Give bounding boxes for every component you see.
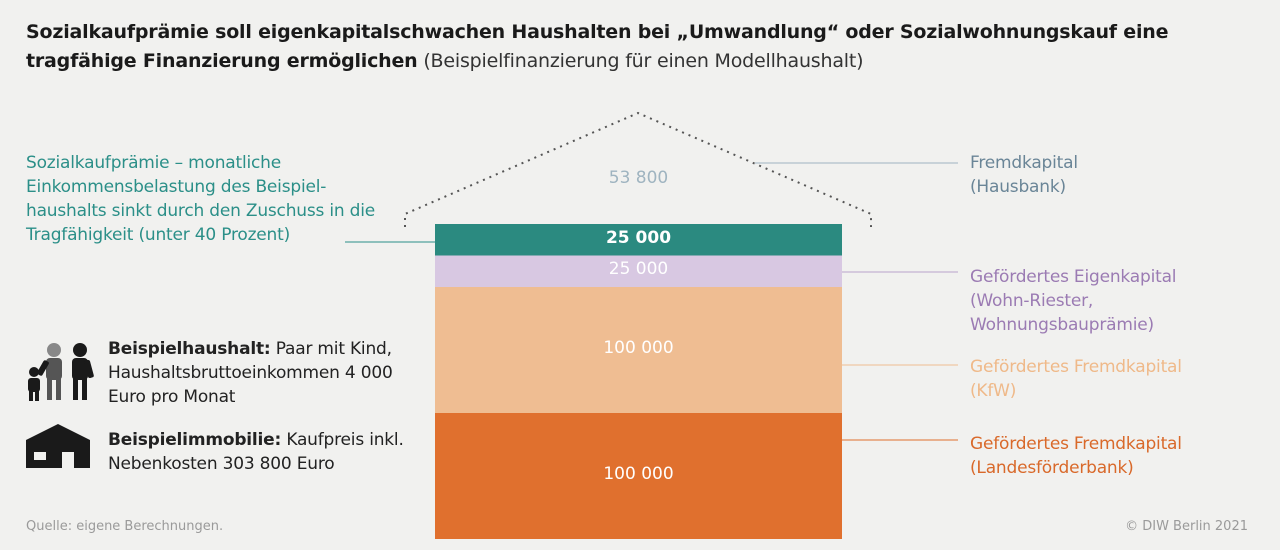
- household-info: Beispielhaushalt: Paar mit Kind, Haushal…: [108, 337, 428, 409]
- value-label-hausbank: 53 800: [608, 168, 669, 188]
- household-head: Beispielhaushalt:: [108, 339, 271, 359]
- label-landesfoerderbank-line2: (Landesförderbank): [970, 458, 1134, 478]
- chart-title: Sozialkaufprämie soll eigenkapitalschwac…: [26, 18, 1256, 76]
- label-eigenkapital-line3: Wohnungsbauprämie): [970, 315, 1154, 335]
- bar-sozialkauf: [435, 224, 842, 256]
- sozialkauf-annotation: Sozialkaufprämie – monatliche Einkommens…: [26, 151, 386, 247]
- house-icon: [26, 424, 90, 468]
- sozialkauf-text: – monatliche Einkommensbelastung des Bei…: [26, 153, 376, 245]
- family-icon: [28, 343, 94, 401]
- label-fremdkapital-line1: Fremdkapital: [970, 153, 1078, 173]
- label-eigenkapital: Gefördertes Eigenkapital (Wohn-Riester, …: [970, 265, 1270, 337]
- label-eigenkapital-line2: (Wohn-Riester,: [970, 291, 1094, 311]
- bar-eigenkapital: [435, 255, 842, 287]
- household-text: Paar mit Kind, Haushaltsbruttoeinkommen …: [108, 339, 393, 407]
- label-fremdkapital: Fremdkapital (Hausbank): [970, 151, 1270, 199]
- property-text: Kaufpreis inkl. Nebenkosten 303 800 Euro: [108, 430, 404, 474]
- bar-kfw: [435, 287, 842, 413]
- label-kfw-line1: Gefördertes Fremdkapital: [970, 357, 1182, 377]
- roof-outline: [404, 111, 872, 227]
- label-landesfoerderbank: Gefördertes Fremdkapital (Landesförderba…: [970, 432, 1270, 480]
- label-kfw-line2: (KfW): [970, 381, 1017, 401]
- copyright: © DIW Berlin 2021: [1125, 519, 1248, 534]
- label-fremdkapital-line2: (Hausbank): [970, 177, 1066, 197]
- source-note: Quelle: eigene Berechnungen.: [26, 519, 224, 534]
- property-head: Beispielimmobilie:: [108, 430, 282, 450]
- sozialkauf-head: Sozialkaufprämie: [26, 153, 170, 173]
- value-label-sozialkauf: 25 000: [605, 227, 672, 248]
- value-label-kfw: 100 000: [603, 338, 674, 358]
- value-label-eigenkapital: 25 000: [608, 259, 669, 280]
- value-label-landesfoerderbank: 100 000: [603, 464, 674, 484]
- label-eigenkapital-line1: Gefördertes Eigenkapital: [970, 267, 1177, 287]
- title-bold: Sozialkaufprämie soll eigenkapitalschwac…: [26, 21, 1169, 72]
- title-subtitle: (Beispielfinanzierung für einen Modellha…: [417, 50, 864, 72]
- label-kfw: Gefördertes Fremdkapital (KfW): [970, 355, 1270, 403]
- label-landesfoerderbank-line1: Gefördertes Fremdkapital: [970, 434, 1182, 454]
- bars-group: [435, 224, 842, 539]
- property-info: Beispielimmobilie: Kaufpreis inkl. Neben…: [108, 428, 428, 476]
- bar-landesfoerderbank: [435, 413, 842, 539]
